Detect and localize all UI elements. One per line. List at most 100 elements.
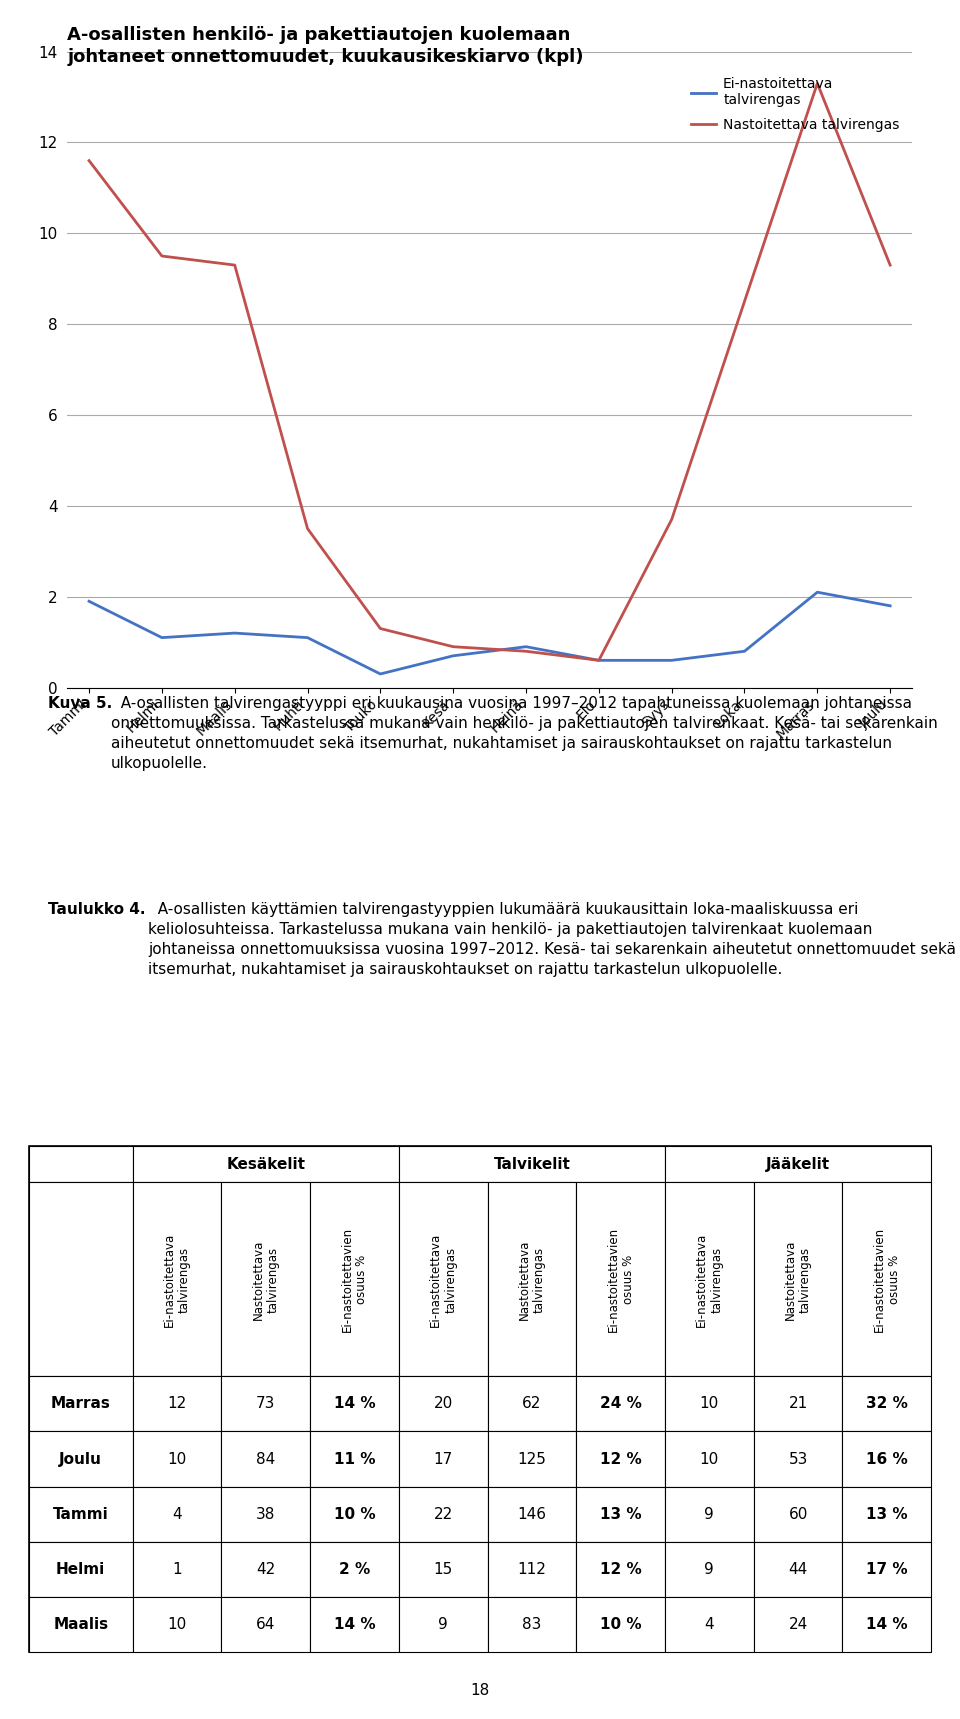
Bar bbox=[576, 1542, 665, 1597]
Bar bbox=[665, 1432, 754, 1487]
Bar bbox=[132, 1542, 222, 1597]
Text: 10 %: 10 % bbox=[334, 1506, 375, 1521]
Text: Joulu: Joulu bbox=[60, 1451, 102, 1466]
Text: 24: 24 bbox=[788, 1616, 807, 1631]
Text: Nastoitettava
talvirengas: Nastoitettava talvirengas bbox=[517, 1239, 546, 1320]
Text: 17 %: 17 % bbox=[866, 1561, 907, 1576]
Bar bbox=[132, 1183, 222, 1377]
Bar bbox=[132, 1597, 222, 1652]
Text: 83: 83 bbox=[522, 1616, 541, 1631]
Bar bbox=[488, 1432, 576, 1487]
Text: 11 %: 11 % bbox=[334, 1451, 375, 1466]
Text: 12: 12 bbox=[167, 1396, 186, 1411]
Bar bbox=[665, 1487, 754, 1542]
Text: 14 %: 14 % bbox=[334, 1616, 375, 1631]
Bar bbox=[488, 1542, 576, 1597]
Bar bbox=[398, 1377, 488, 1432]
Text: 44: 44 bbox=[788, 1561, 807, 1576]
Bar bbox=[310, 1597, 398, 1652]
Bar bbox=[310, 1432, 398, 1487]
Text: 84: 84 bbox=[256, 1451, 276, 1466]
Bar bbox=[398, 1183, 488, 1377]
Bar bbox=[398, 1432, 488, 1487]
Text: 62: 62 bbox=[522, 1396, 541, 1411]
Bar bbox=[576, 1377, 665, 1432]
Text: 16 %: 16 % bbox=[866, 1451, 908, 1466]
Bar bbox=[754, 1183, 843, 1377]
Text: 10 %: 10 % bbox=[600, 1616, 641, 1631]
Bar bbox=[398, 1542, 488, 1597]
Bar bbox=[665, 1183, 754, 1377]
Bar bbox=[29, 1597, 132, 1652]
Text: 146: 146 bbox=[517, 1506, 546, 1521]
Bar bbox=[843, 1377, 931, 1432]
Text: Taulukko 4.: Taulukko 4. bbox=[48, 902, 146, 918]
Bar bbox=[576, 1432, 665, 1487]
Text: Talvikelit: Talvikelit bbox=[493, 1157, 570, 1172]
Text: 13 %: 13 % bbox=[600, 1506, 641, 1521]
Text: 10: 10 bbox=[700, 1451, 719, 1466]
Bar bbox=[132, 1487, 222, 1542]
Bar bbox=[132, 1147, 398, 1183]
Text: 64: 64 bbox=[256, 1616, 276, 1631]
Bar bbox=[310, 1487, 398, 1542]
Bar bbox=[29, 1542, 132, 1597]
Bar bbox=[222, 1542, 310, 1597]
Bar bbox=[488, 1487, 576, 1542]
Bar bbox=[488, 1597, 576, 1652]
Text: A-osallisten henkilö- ja pakettiautojen kuolemaan
johtaneet onnettomuudet, kuuka: A-osallisten henkilö- ja pakettiautojen … bbox=[67, 26, 584, 65]
Bar bbox=[488, 1183, 576, 1377]
Text: 10: 10 bbox=[167, 1616, 186, 1631]
Bar bbox=[843, 1432, 931, 1487]
Text: Ei-nastoitettava
talvirengas: Ei-nastoitettava talvirengas bbox=[163, 1233, 191, 1327]
Text: 20: 20 bbox=[434, 1396, 453, 1411]
Text: Jääkelit: Jääkelit bbox=[766, 1157, 830, 1172]
Text: Maalis: Maalis bbox=[53, 1616, 108, 1631]
Bar bbox=[843, 1542, 931, 1597]
Text: A-osallisten käyttämien talvirengastyyppien lukumäärä kuukausittain loka-maalisk: A-osallisten käyttämien talvirengastyypp… bbox=[148, 902, 956, 976]
Bar bbox=[754, 1597, 843, 1652]
Text: A-osallisten talvirengastyyppi eri kuukausina vuosina 1997–2012 tapahtuneissa ku: A-osallisten talvirengastyyppi eri kuuka… bbox=[111, 696, 938, 770]
Bar bbox=[132, 1432, 222, 1487]
Text: 53: 53 bbox=[788, 1451, 807, 1466]
Text: 24 %: 24 % bbox=[600, 1396, 641, 1411]
Bar bbox=[488, 1377, 576, 1432]
Text: 38: 38 bbox=[256, 1506, 276, 1521]
Text: Nastoitettava
talvirengas: Nastoitettava talvirengas bbox=[784, 1239, 812, 1320]
Bar bbox=[398, 1597, 488, 1652]
Text: Ei-nastoitettavien
osuus %: Ei-nastoitettavien osuus % bbox=[607, 1227, 635, 1332]
Text: 112: 112 bbox=[517, 1561, 546, 1576]
Bar bbox=[754, 1377, 843, 1432]
Bar bbox=[29, 1432, 132, 1487]
Bar bbox=[132, 1377, 222, 1432]
Text: Nastoitettava
talvirengas: Nastoitettava talvirengas bbox=[252, 1239, 279, 1320]
Text: Marras: Marras bbox=[51, 1396, 110, 1411]
Text: 60: 60 bbox=[788, 1506, 807, 1521]
Text: Kesäkelit: Kesäkelit bbox=[227, 1157, 305, 1172]
Text: 9: 9 bbox=[439, 1616, 448, 1631]
Text: 125: 125 bbox=[517, 1451, 546, 1466]
Bar bbox=[754, 1432, 843, 1487]
Text: 10: 10 bbox=[167, 1451, 186, 1466]
Text: Helmi: Helmi bbox=[56, 1561, 106, 1576]
Bar bbox=[843, 1487, 931, 1542]
Bar bbox=[29, 1377, 132, 1432]
Bar bbox=[665, 1147, 931, 1183]
Bar bbox=[29, 1487, 132, 1542]
Bar bbox=[576, 1183, 665, 1377]
Text: 4: 4 bbox=[705, 1616, 714, 1631]
Text: 9: 9 bbox=[705, 1506, 714, 1521]
Bar bbox=[398, 1487, 488, 1542]
Text: 1: 1 bbox=[172, 1561, 181, 1576]
Bar bbox=[843, 1183, 931, 1377]
Bar bbox=[576, 1597, 665, 1652]
Legend: Ei-nastoitettava
talvirengas, Nastoitettava talvirengas: Ei-nastoitettava talvirengas, Nastoitett… bbox=[685, 70, 905, 138]
Text: 17: 17 bbox=[434, 1451, 453, 1466]
Bar bbox=[665, 1377, 754, 1432]
Text: 21: 21 bbox=[788, 1396, 807, 1411]
Text: Ei-nastoitettava
talvirengas: Ei-nastoitettava talvirengas bbox=[429, 1233, 457, 1327]
Bar bbox=[754, 1487, 843, 1542]
Text: 32 %: 32 % bbox=[866, 1396, 908, 1411]
Text: 18: 18 bbox=[470, 1683, 490, 1698]
Text: 14 %: 14 % bbox=[334, 1396, 375, 1411]
